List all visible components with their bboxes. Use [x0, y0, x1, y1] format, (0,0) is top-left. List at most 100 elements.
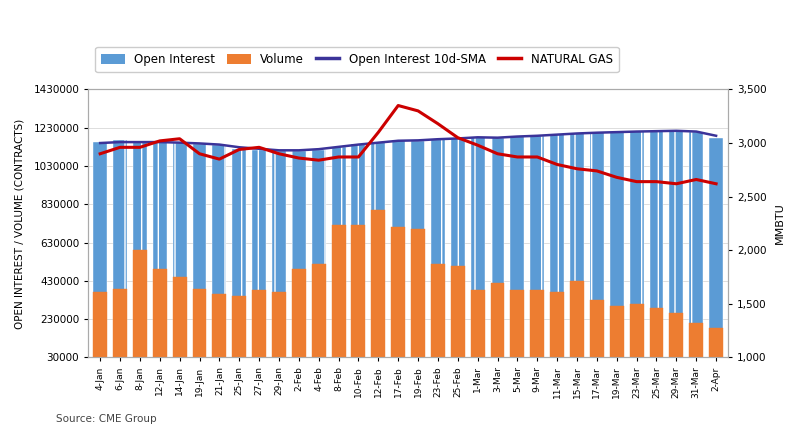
Bar	[570, 281, 584, 363]
Open Interest 10d-SMA	[334, 144, 343, 150]
NATURAL GAS	[533, 154, 542, 159]
Bar	[610, 132, 624, 363]
Open Interest 10d-SMA	[533, 133, 542, 138]
NATURAL GAS	[354, 154, 363, 159]
Bar	[431, 139, 445, 363]
NATURAL GAS	[691, 177, 701, 182]
NATURAL GAS	[374, 130, 383, 135]
Line: NATURAL GAS: NATURAL GAS	[100, 106, 716, 184]
Bar	[650, 308, 663, 363]
Open Interest 10d-SMA	[175, 140, 185, 145]
Bar	[173, 277, 186, 363]
NATURAL GAS	[652, 179, 662, 184]
Bar	[670, 130, 683, 363]
Bar	[153, 269, 166, 363]
NATURAL GAS	[274, 151, 284, 156]
Bar	[411, 141, 425, 363]
Bar	[490, 138, 505, 363]
Bar	[650, 131, 663, 363]
Bar	[312, 264, 326, 363]
Bar	[630, 131, 643, 363]
Open Interest 10d-SMA	[294, 148, 304, 153]
Bar	[332, 147, 346, 363]
Bar	[272, 292, 286, 363]
Bar	[490, 283, 505, 363]
Bar	[709, 328, 723, 363]
NATURAL GAS	[473, 143, 482, 148]
NATURAL GAS	[135, 145, 145, 150]
Legend: Open Interest, Volume, Open Interest 10d-SMA, NATURAL GAS: Open Interest, Volume, Open Interest 10d…	[95, 47, 618, 72]
Bar	[94, 292, 107, 363]
Open Interest 10d-SMA	[354, 142, 363, 147]
NATURAL GAS	[194, 151, 204, 156]
NATURAL GAS	[175, 136, 185, 141]
NATURAL GAS	[632, 179, 642, 184]
Open Interest 10d-SMA	[493, 135, 502, 140]
Bar	[94, 142, 107, 363]
NATURAL GAS	[155, 138, 165, 144]
NATURAL GAS	[115, 145, 125, 150]
Bar	[570, 133, 584, 363]
Bar	[133, 250, 147, 363]
Bar	[113, 288, 127, 363]
Bar	[590, 300, 604, 363]
NATURAL GAS	[552, 162, 562, 167]
Bar	[272, 151, 286, 363]
Open Interest 10d-SMA	[473, 135, 482, 140]
Open Interest 10d-SMA	[513, 134, 522, 139]
Bar	[371, 210, 386, 363]
Bar	[113, 140, 127, 363]
Bar	[173, 143, 186, 363]
NATURAL GAS	[234, 147, 244, 152]
Bar	[690, 323, 703, 363]
Open Interest 10d-SMA	[95, 141, 105, 146]
Bar	[232, 149, 246, 363]
Line: Open Interest 10d-SMA: Open Interest 10d-SMA	[100, 131, 716, 150]
Open Interest 10d-SMA	[254, 146, 264, 151]
Bar	[510, 291, 524, 363]
Bar	[332, 225, 346, 363]
Bar	[193, 144, 206, 363]
Bar	[470, 137, 485, 363]
Bar	[690, 132, 703, 363]
Open Interest 10d-SMA	[135, 140, 145, 145]
NATURAL GAS	[671, 181, 681, 186]
NATURAL GAS	[612, 175, 622, 180]
Bar	[391, 140, 405, 363]
Bar	[550, 292, 564, 363]
Bar	[530, 291, 544, 363]
NATURAL GAS	[95, 151, 105, 156]
Open Interest 10d-SMA	[115, 140, 125, 145]
NATURAL GAS	[493, 151, 502, 156]
NATURAL GAS	[572, 166, 582, 171]
Open Interest 10d-SMA	[711, 133, 721, 138]
Bar	[391, 227, 405, 363]
Text: Source: CME Group: Source: CME Group	[56, 414, 157, 424]
Open Interest 10d-SMA	[612, 130, 622, 135]
Bar	[292, 269, 306, 363]
Bar	[351, 144, 366, 363]
NATURAL GAS	[592, 168, 602, 173]
Open Interest 10d-SMA	[592, 130, 602, 135]
Bar	[510, 136, 524, 363]
Bar	[252, 291, 266, 363]
Bar	[550, 134, 564, 363]
Bar	[312, 150, 326, 363]
Bar	[193, 288, 206, 363]
NATURAL GAS	[334, 154, 343, 159]
Bar	[351, 225, 366, 363]
Open Interest 10d-SMA	[214, 142, 224, 147]
Open Interest 10d-SMA	[194, 141, 204, 146]
NATURAL GAS	[433, 121, 442, 126]
Bar	[530, 136, 544, 363]
NATURAL GAS	[394, 103, 403, 108]
Bar	[590, 132, 604, 363]
Bar	[292, 151, 306, 363]
Open Interest 10d-SMA	[453, 136, 462, 141]
Open Interest 10d-SMA	[552, 132, 562, 137]
Bar	[153, 142, 166, 363]
NATURAL GAS	[711, 181, 721, 186]
Open Interest 10d-SMA	[691, 129, 701, 134]
Open Interest 10d-SMA	[394, 138, 403, 143]
Bar	[610, 306, 624, 363]
